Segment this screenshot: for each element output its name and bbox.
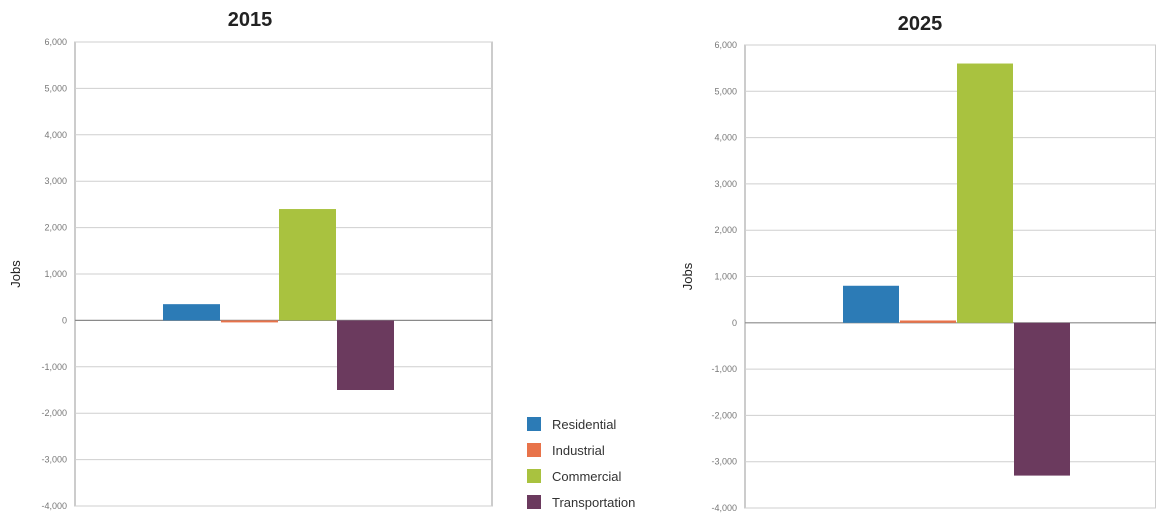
y-tick-label: 4,000 (714, 133, 737, 143)
y-tick-label: 3,000 (44, 176, 67, 186)
bar-residential (163, 304, 220, 321)
y-tick-label: 6,000 (714, 40, 737, 50)
y-tick-label: -4,000 (711, 503, 737, 513)
y-tick-label: 0 (732, 318, 737, 328)
y-tick-label: 1,000 (714, 272, 737, 282)
legend-swatch-residential (527, 417, 541, 431)
y-tick-label: -1,000 (41, 362, 67, 372)
chart-2015: 2015 6,000 5,000 4,000 3,000 2,000 1,000 0 -1,00… (8, 9, 493, 511)
y-tick-label: 0 (62, 315, 67, 325)
bar-industrial (900, 320, 956, 323)
bar-commercial (279, 209, 336, 321)
y-tick-label: 4,000 (44, 130, 67, 140)
bar-transportation (1014, 322, 1070, 476)
legend-swatch-transportation (527, 495, 541, 509)
y-tick-label: 2,000 (44, 223, 67, 233)
y-tick-label: -2,000 (41, 408, 67, 418)
bar-transportation (337, 320, 394, 390)
legend: Residential Industrial Commercial Transport… (527, 417, 635, 510)
y-tick-label: 5,000 (714, 86, 737, 96)
y-tick-label: -3,000 (711, 457, 737, 467)
y-tick-label: -2,000 (711, 410, 737, 420)
chart-title: 2025 (898, 13, 943, 35)
bar-residential (843, 285, 899, 323)
legend-swatch-commercial (527, 469, 541, 483)
legend-swatch-industrial (527, 443, 541, 457)
y-tick-label: -1,000 (711, 364, 737, 374)
bar-commercial (957, 63, 1013, 323)
y-axis-label: Jobs (680, 262, 695, 290)
legend-label-industrial: Industrial (552, 443, 605, 458)
y-tick-label: 3,000 (714, 179, 737, 189)
y-tick-label: -4,000 (41, 501, 67, 511)
legend-label-transportation: Transportation (552, 495, 635, 510)
bar-industrial (221, 320, 278, 323)
y-tick-label: 2,000 (714, 225, 737, 235)
y-tick-label: 1,000 (44, 269, 67, 279)
chart-2025: 2025 6,000 5,000 4,000 3,000 2,000 1,000 0 -1,00… (680, 13, 1156, 513)
y-tick-label: 5,000 (44, 83, 67, 93)
chart-title: 2015 (228, 9, 273, 31)
legend-label-residential: Residential (552, 417, 616, 432)
y-tick-label: -3,000 (41, 455, 67, 465)
legend-label-commercial: Commercial (552, 469, 621, 484)
y-tick-label: 6,000 (44, 37, 67, 47)
y-axis-label: Jobs (8, 260, 23, 288)
